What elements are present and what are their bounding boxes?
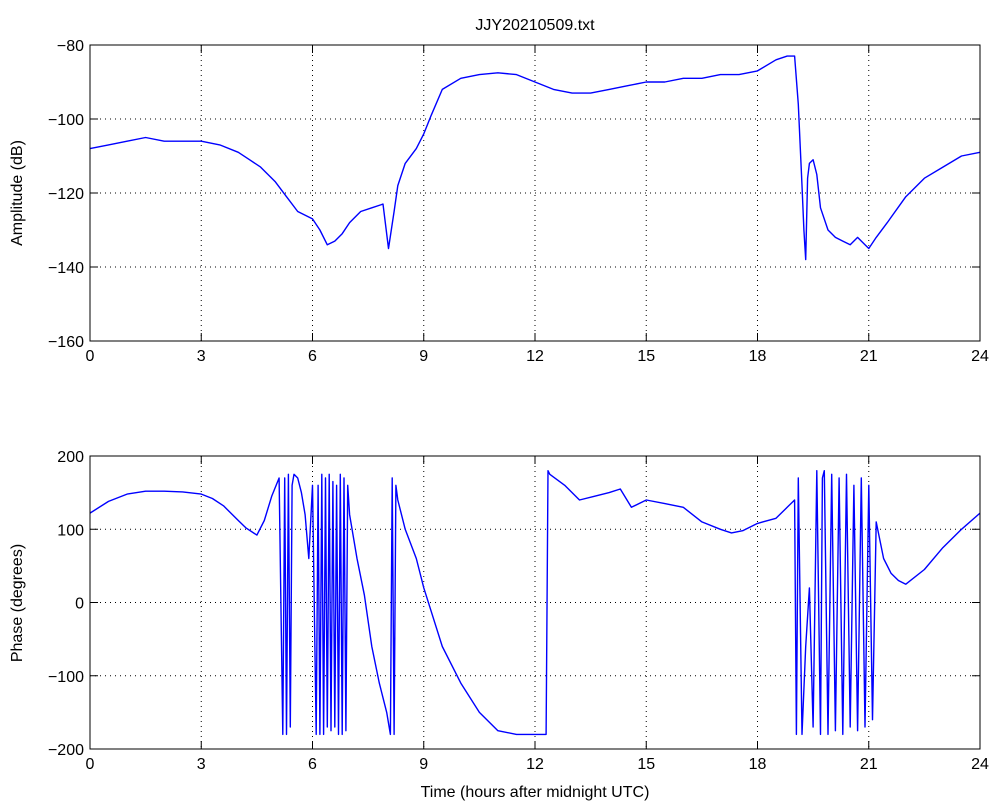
phase-x-tick-label: 0 [86,756,95,773]
amplitude-panel: JJY20210509.txt Amplitude (dB) 0 3 6 9 12 15 1… [9,17,989,365]
amplitude-x-tick-label: 6 [308,348,317,365]
phase-ticks: 0 3 6 9 12 15 18 21 24 −200 −100 0 100 200 [48,449,989,773]
phase-grid [90,456,980,749]
phase-x-tick-label: 21 [860,756,878,773]
amplitude-y-tick-label: −100 [48,112,84,129]
phase-y-tick-label: −100 [48,669,84,686]
phase-data-line [89,470,981,736]
amplitude-data-line [89,55,981,261]
amplitude-x-tick-label: 24 [971,348,989,365]
amplitude-ticks: 0 3 6 9 12 15 18 21 24 −160 −140 −120 −100 −80 [48,38,989,365]
amplitude-x-tick-label: 18 [749,348,767,365]
amplitude-y-tick-label: −120 [48,186,84,203]
phase-x-tick-label: 9 [419,756,428,773]
phase-x-tick-label: 18 [749,756,767,773]
chart-title: JJY20210509.txt [475,17,595,34]
phase-x-tick-label: 3 [197,756,206,773]
phase-y-tick-label: 100 [57,522,84,539]
phase-x-tick-label: 24 [971,756,989,773]
amplitude-x-tick-label: 21 [860,348,878,365]
amplitude-y-tick-label: −140 [48,260,84,277]
phase-panel: Phase (degrees) Time (hours after midnig… [9,449,989,801]
amplitude-x-tick-label: 9 [419,348,428,365]
amplitude-y-tick-label: −80 [57,38,84,55]
phase-x-tick-label: 15 [637,756,655,773]
phase-y-axis-label: Phase (degrees) [9,544,26,662]
phase-y-tick-label: 0 [75,596,84,613]
amplitude-series [89,55,981,261]
amplitude-y-axis-label: Amplitude (dB) [9,140,26,246]
amplitude-x-tick-label: 3 [197,348,206,365]
phase-x-tick-label: 12 [526,756,544,773]
amplitude-x-tick-label: 0 [86,348,95,365]
amplitude-grid [90,45,980,341]
phase-y-tick-label: 200 [57,449,84,466]
phase-x-tick-label: 6 [308,756,317,773]
phase-x-axis-label: Time (hours after midnight UTC) [421,784,650,801]
phase-y-tick-label: −200 [48,742,84,759]
amplitude-y-tick-label: −160 [48,334,84,351]
amplitude-x-tick-label: 12 [526,348,544,365]
amplitude-x-tick-label: 15 [637,348,655,365]
phase-series [89,470,981,736]
amplitude-axes-box [89,44,981,342]
phase-axes-box [89,455,981,750]
